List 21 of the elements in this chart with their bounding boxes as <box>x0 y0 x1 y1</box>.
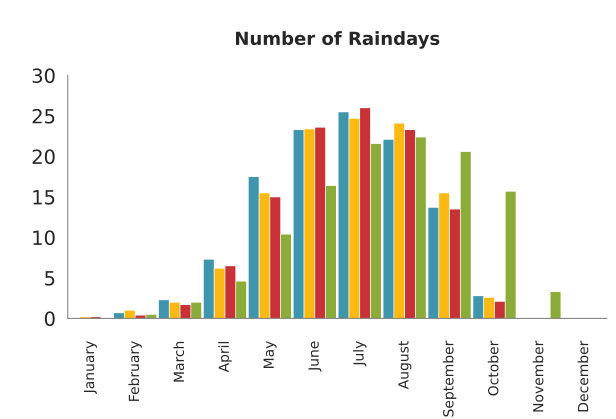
y-tick-label: 15 <box>33 190 54 205</box>
x-tick-label: November <box>532 340 544 412</box>
y-tick-label: 20 <box>32 149 55 164</box>
x-tick-label: March <box>173 342 184 382</box>
y-tick-label: 10 <box>33 230 55 246</box>
x-tick-label: January <box>84 341 97 394</box>
x-tick-label: May <box>264 341 277 368</box>
y-tick-label: 25 <box>32 108 54 124</box>
x-tick-label: October <box>488 340 498 396</box>
x-tick-label: June <box>308 341 322 372</box>
y-tick-label: 5 <box>45 271 54 286</box>
x-tick-label: August <box>398 340 412 390</box>
x-tick-label: September <box>442 340 456 417</box>
x-tick-label: December <box>578 340 588 412</box>
x-tick-label: February <box>128 341 142 401</box>
x-tick-label: April <box>218 342 232 372</box>
y-tick-label: 0 <box>44 311 55 326</box>
chart-title: Number of Raindays <box>236 31 440 49</box>
bar <box>550 291 562 318</box>
y-tick-label: 30 <box>32 68 55 84</box>
x-tick-label: July <box>352 341 366 366</box>
